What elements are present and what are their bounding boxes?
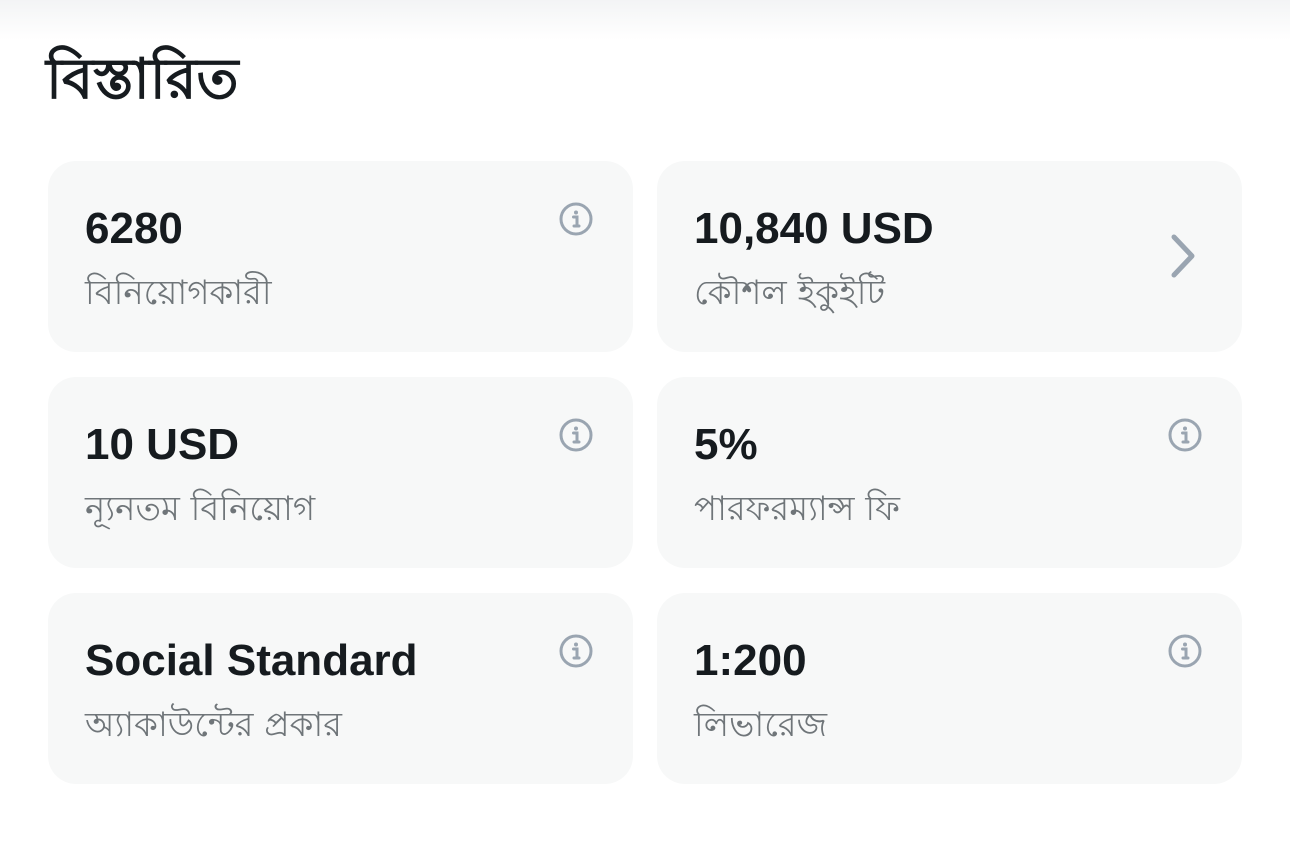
chevron-right-icon[interactable] <box>1166 231 1200 281</box>
card-label: লিভারেজ <box>694 705 828 745</box>
info-icon[interactable] <box>559 202 593 236</box>
info-icon[interactable] <box>1168 634 1202 668</box>
card-label: কৌশল ইকুইটি <box>694 273 885 313</box>
card-performance-fee: 5% পারফরম্যান্স ফি <box>657 377 1242 568</box>
card-value: 6280 <box>85 204 183 253</box>
card-investors: 6280 বিনিয়োগকারী <box>48 161 633 352</box>
header-shadow <box>0 0 1290 40</box>
card-strategy-equity[interactable]: 10,840 USD কৌশল ইকুইটি <box>657 161 1242 352</box>
card-leverage: 1:200 লিভারেজ <box>657 593 1242 784</box>
card-label: পারফরম্যান্স ফি <box>694 489 900 529</box>
card-value: 5% <box>694 420 758 469</box>
card-min-investment: 10 USD ন্যূনতম বিনিয়োগ <box>48 377 633 568</box>
card-value: 10,840 USD <box>694 204 934 253</box>
card-account-type: Social Standard অ্যাকাউন্টের প্রকার <box>48 593 633 784</box>
card-value: 1:200 <box>694 636 807 685</box>
section-title: বিস্তারিত <box>46 47 239 112</box>
info-icon[interactable] <box>559 418 593 452</box>
info-icon[interactable] <box>559 634 593 668</box>
card-label: ন্যূনতম বিনিয়োগ <box>85 489 316 529</box>
card-value: 10 USD <box>85 420 240 469</box>
card-value: Social Standard <box>85 636 418 685</box>
card-label: অ্যাকাউন্টের প্রকার <box>85 705 342 745</box>
card-label: বিনিয়োগকারী <box>85 273 272 313</box>
info-icon[interactable] <box>1168 418 1202 452</box>
